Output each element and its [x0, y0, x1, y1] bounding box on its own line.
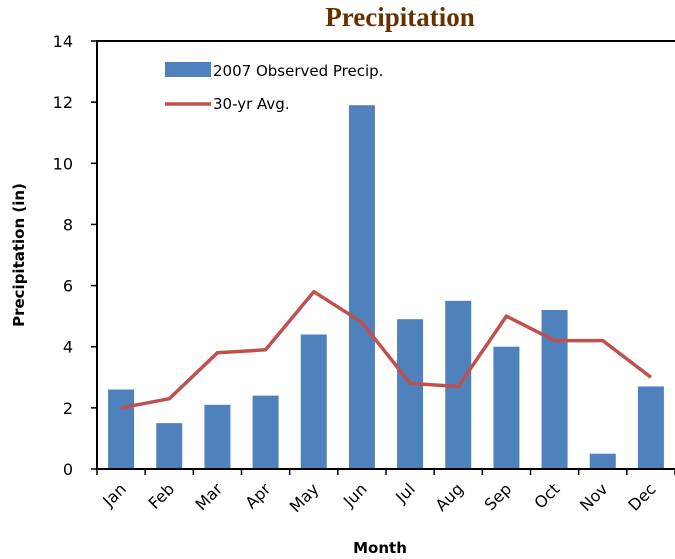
x-tick-label: Jan [98, 479, 130, 511]
bar-mar [204, 404, 231, 469]
y-tick-label: 14 [53, 32, 73, 51]
y-axis-title: Precipitation (in) [10, 183, 28, 327]
bar-oct [541, 310, 568, 469]
chart-title: Precipitation [325, 2, 475, 32]
x-axis-title: Month [353, 539, 407, 557]
y-tick-label: 4 [63, 338, 73, 357]
x-tick-label: Aug [432, 479, 468, 515]
bar-jan [108, 389, 135, 469]
bar-dec [637, 386, 664, 469]
bar-sep [493, 346, 520, 469]
x-tick-label: Apr [241, 479, 274, 512]
bar-series [108, 105, 664, 469]
avg-line [120, 289, 652, 410]
x-tick-label: Feb [145, 479, 178, 512]
legend: 2007 Observed Precip. 30-yr Avg. [165, 62, 383, 113]
bar-jun [348, 105, 375, 469]
x-tick-label: May [286, 479, 323, 516]
y-tick-label: 12 [53, 93, 73, 112]
y-tick-labels: 0 2 4 6 8 10 12 14 [53, 32, 73, 479]
x-tick-label: Dec [624, 479, 659, 514]
legend-label-observed: 2007 Observed Precip. [213, 62, 383, 80]
x-tick-label: Mar [191, 479, 226, 514]
x-tick-labels: Jan Feb Mar Apr May Jun Jul Aug Sep Oct Nov Dec [98, 479, 659, 516]
legend-label-average: 30-yr Avg. [213, 95, 290, 113]
bar-feb [156, 423, 183, 469]
x-tick-label: Jun [339, 479, 371, 511]
x-tick-label: Sep [480, 479, 515, 514]
bar-nov [589, 453, 616, 469]
y-tick-label: 6 [63, 277, 73, 296]
axes [91, 40, 675, 475]
line-series [120, 289, 652, 410]
y-tick-label: 0 [63, 460, 73, 479]
bar-jul [397, 319, 424, 469]
y-tick-label: 2 [63, 399, 73, 418]
x-tick-label: Nov [576, 479, 612, 515]
bar-may [300, 334, 327, 469]
y-tick-label: 8 [63, 215, 73, 234]
x-tick-label: Jul [391, 479, 419, 507]
x-tick-label: Oct [530, 479, 563, 512]
legend-swatch-observed [165, 62, 211, 77]
bar-apr [252, 395, 279, 469]
y-tick-label: 10 [53, 154, 73, 173]
